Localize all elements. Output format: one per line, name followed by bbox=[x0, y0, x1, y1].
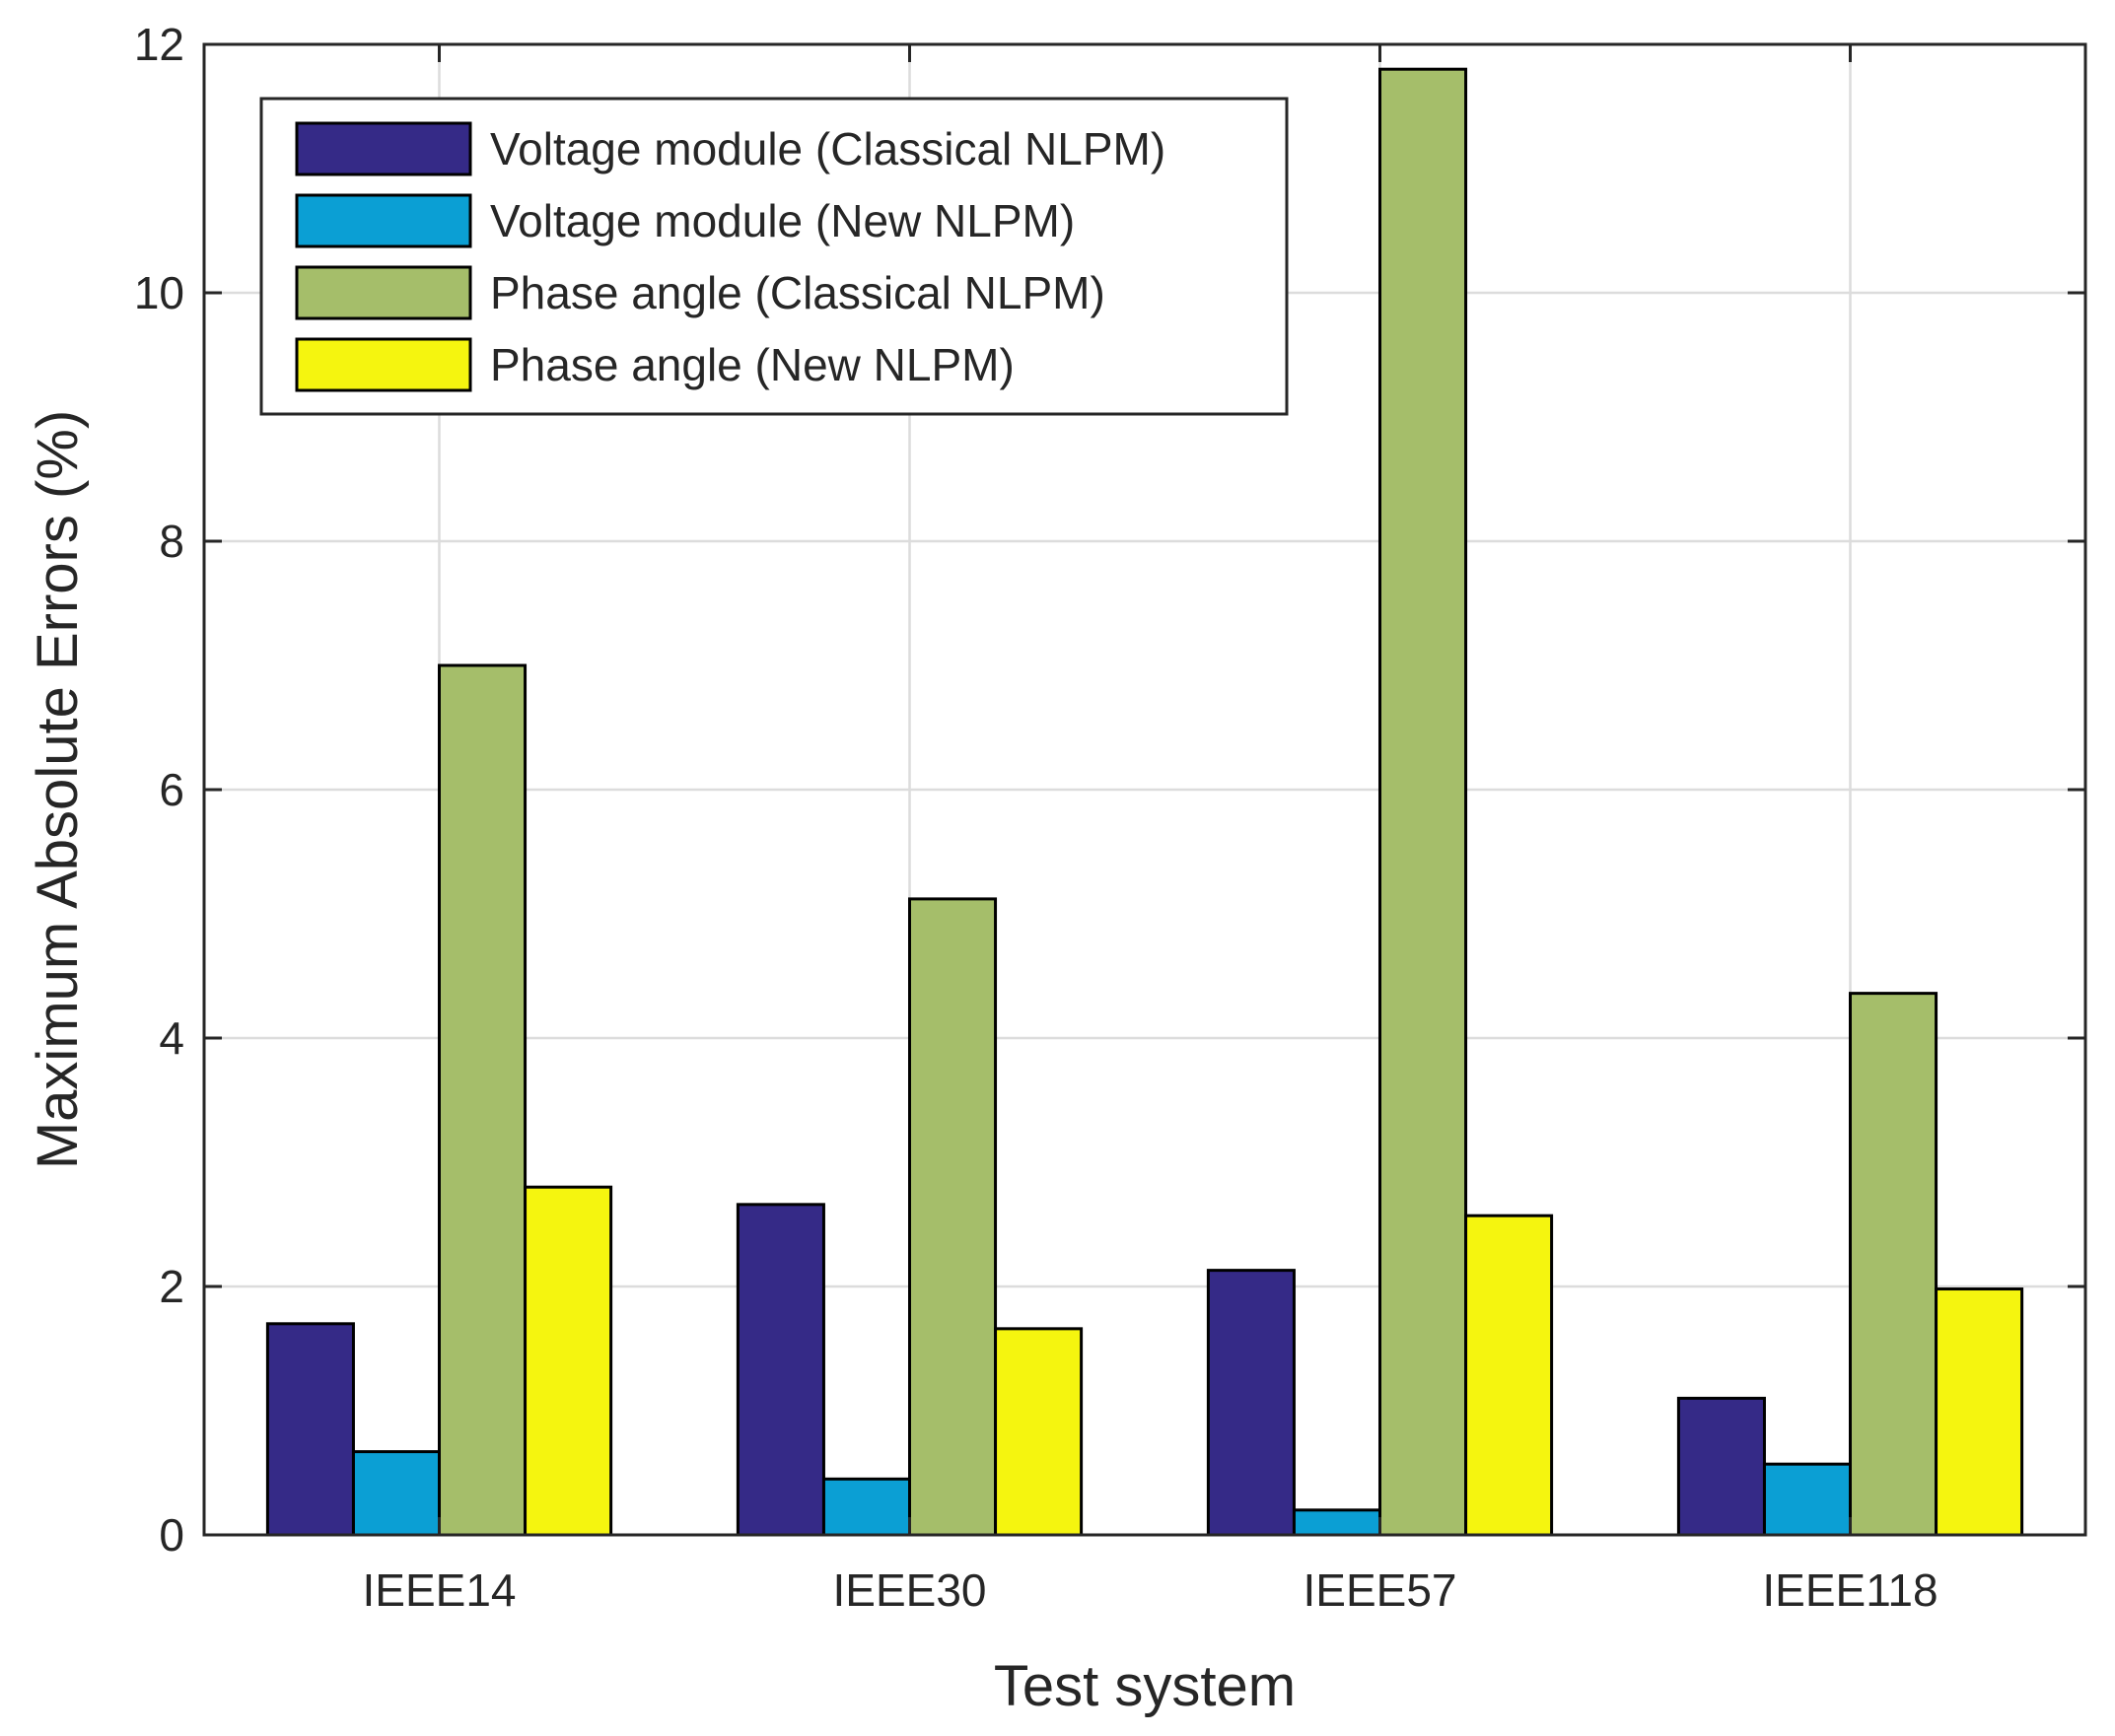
legend-label: Voltage module (New NLPM) bbox=[490, 195, 1075, 246]
x-tick-label: IEEE118 bbox=[1762, 1564, 1938, 1616]
bar-IEEE30-series-3 bbox=[908, 897, 998, 1537]
x-tick-label: IEEE57 bbox=[1304, 1564, 1457, 1616]
y-tick-label: 4 bbox=[159, 1012, 184, 1064]
bar-IEEE57-series-1 bbox=[1206, 1269, 1296, 1537]
bar-IEEE57-series-4 bbox=[1464, 1214, 1554, 1537]
x-tick-label: IEEE30 bbox=[833, 1564, 987, 1616]
legend: Voltage module (Classical NLPM) Voltage m… bbox=[259, 97, 1289, 416]
y-tick-label: 2 bbox=[159, 1261, 184, 1312]
bar-IEEE57-series-3 bbox=[1378, 67, 1468, 1537]
legend-label: Voltage module (Classical NLPM) bbox=[490, 123, 1165, 174]
x-tick-label: IEEE14 bbox=[363, 1564, 517, 1616]
bar-IEEE14-series-2 bbox=[351, 1450, 442, 1537]
y-axis-label: Maximum Absolute Errors (%) bbox=[26, 410, 90, 1169]
bar-IEEE30-series-1 bbox=[736, 1203, 825, 1537]
legend-swatch bbox=[295, 121, 472, 176]
legend-label: Phase angle (New NLPM) bbox=[490, 339, 1015, 390]
y-tick-label: 8 bbox=[159, 516, 184, 567]
bar-IEEE118-series-3 bbox=[1849, 992, 1939, 1537]
bar-IEEE118-series-2 bbox=[1762, 1462, 1853, 1537]
y-tick-label: 12 bbox=[134, 19, 184, 70]
y-tick-label: 10 bbox=[134, 267, 184, 318]
bar-IEEE118-series-4 bbox=[1935, 1287, 2024, 1537]
bar-IEEE57-series-2 bbox=[1292, 1508, 1382, 1537]
axis-ticks bbox=[204, 42, 2085, 1537]
bars bbox=[265, 67, 2024, 1537]
bar-IEEE14-series-3 bbox=[438, 663, 528, 1537]
legend-swatch bbox=[295, 265, 472, 320]
bar-IEEE14-series-1 bbox=[265, 1322, 355, 1537]
x-axis-label: Test system bbox=[994, 1654, 1296, 1718]
legend-label: Phase angle (Classical NLPM) bbox=[490, 267, 1105, 318]
legend-swatch bbox=[295, 337, 472, 392]
y-tick-labels: 0 2 4 6 8 10 12 bbox=[134, 19, 184, 1561]
bar-IEEE30-series-4 bbox=[994, 1327, 1084, 1537]
bar-IEEE30-series-2 bbox=[821, 1477, 912, 1537]
x-tick-labels: IEEE14 IEEE30 IEEE57 IEEE118 bbox=[363, 1564, 1939, 1616]
legend-swatch bbox=[295, 193, 472, 248]
y-tick-label: 6 bbox=[159, 764, 184, 815]
bar-IEEE118-series-1 bbox=[1676, 1396, 1766, 1537]
bar-IEEE14-series-4 bbox=[524, 1185, 613, 1537]
y-tick-label: 0 bbox=[159, 1509, 184, 1561]
